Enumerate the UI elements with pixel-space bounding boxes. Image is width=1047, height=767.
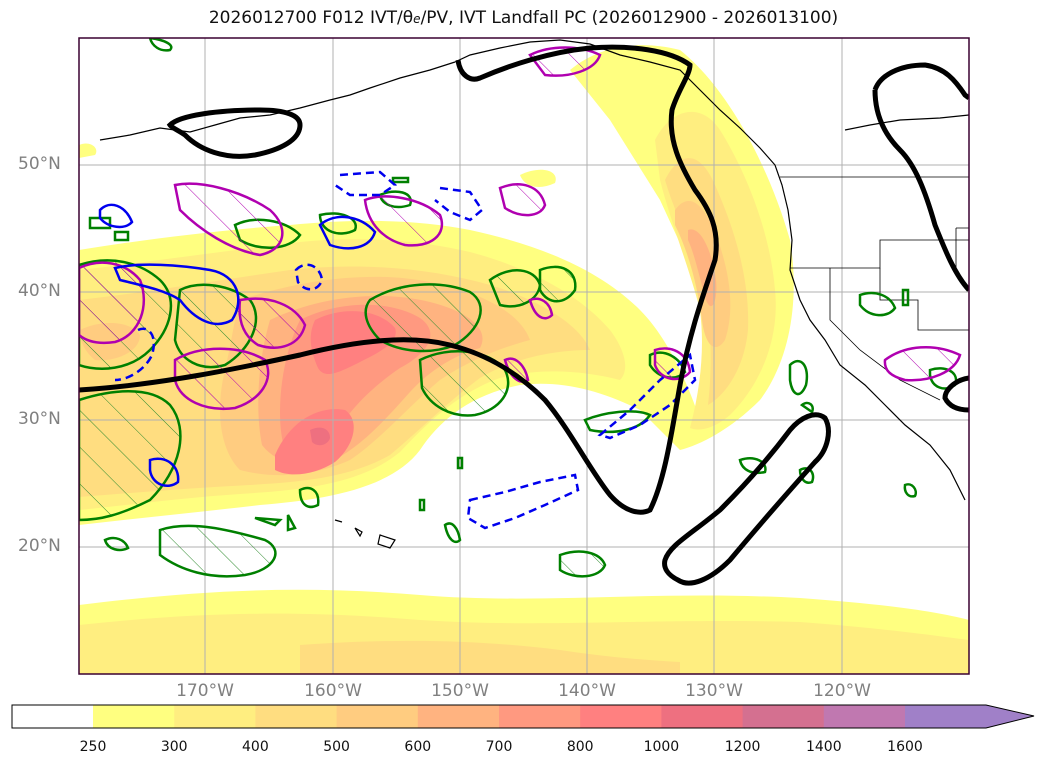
- lat-label-20n: 20°N: [18, 536, 61, 556]
- lon-label-140w: 140°W: [558, 681, 616, 701]
- colorbar-segment-300: [174, 705, 256, 728]
- colorbar-tick-1400: 1400: [805, 739, 842, 755]
- colorbar-tick-600: 600: [404, 739, 432, 755]
- colorbar-segment-250: [93, 705, 175, 728]
- colorbar-segment-700: [499, 705, 581, 728]
- lon-label-170w: 170°W: [176, 681, 234, 701]
- colorbar-segment-800: [580, 705, 662, 728]
- colorbar-tick-1200: 1200: [724, 739, 761, 755]
- colorbar-tick-1600: 1600: [887, 739, 923, 755]
- colorbar-segment-500: [336, 705, 419, 728]
- colorbar-tick-300: 300: [160, 739, 188, 755]
- colorbar-segment-400: [255, 705, 338, 728]
- colorbar-outline: [11, 704, 1035, 729]
- colorbar-extension: [986, 705, 1034, 728]
- colorbar-tick-800: 800: [566, 739, 594, 755]
- colorbar-tick-400: 400: [242, 739, 269, 755]
- lat-label-50n: 50°N: [18, 154, 61, 174]
- state-borders: [780, 176, 969, 401]
- blue-contours: [98, 170, 697, 530]
- colorbar-segment-1000: [661, 705, 744, 728]
- lon-label-130w: 130°W: [685, 681, 743, 701]
- pv-jet-contours: [79, 44, 969, 586]
- colorbar-tick-500: 500: [323, 739, 350, 755]
- map-title: 2026012700 F012 IVT/θe/PV, IVT Landfall …: [208, 8, 839, 28]
- lon-label-160w: 160°W: [304, 681, 362, 701]
- map-frame: [78, 37, 970, 675]
- colorbar-segment-1600: [905, 705, 987, 728]
- colorbar-segment-600: [417, 705, 500, 728]
- lon-label-120w: 120°W: [813, 681, 871, 701]
- colorbar-below-250: [12, 705, 93, 728]
- colorbar-tick-700: 700: [485, 739, 513, 755]
- colorbar-tick-1000: 1000: [643, 739, 680, 755]
- ivt-colorbar: [12, 705, 1034, 728]
- colorbar-tick-250: 250: [79, 739, 107, 755]
- lat-label-40n: 40°N: [18, 281, 61, 301]
- colorbar-segment-1200: [742, 705, 825, 728]
- lon-label-150w: 150°W: [431, 681, 489, 701]
- colorbar-segment-1400: [823, 705, 906, 728]
- lat-label-30n: 30°N: [18, 409, 61, 429]
